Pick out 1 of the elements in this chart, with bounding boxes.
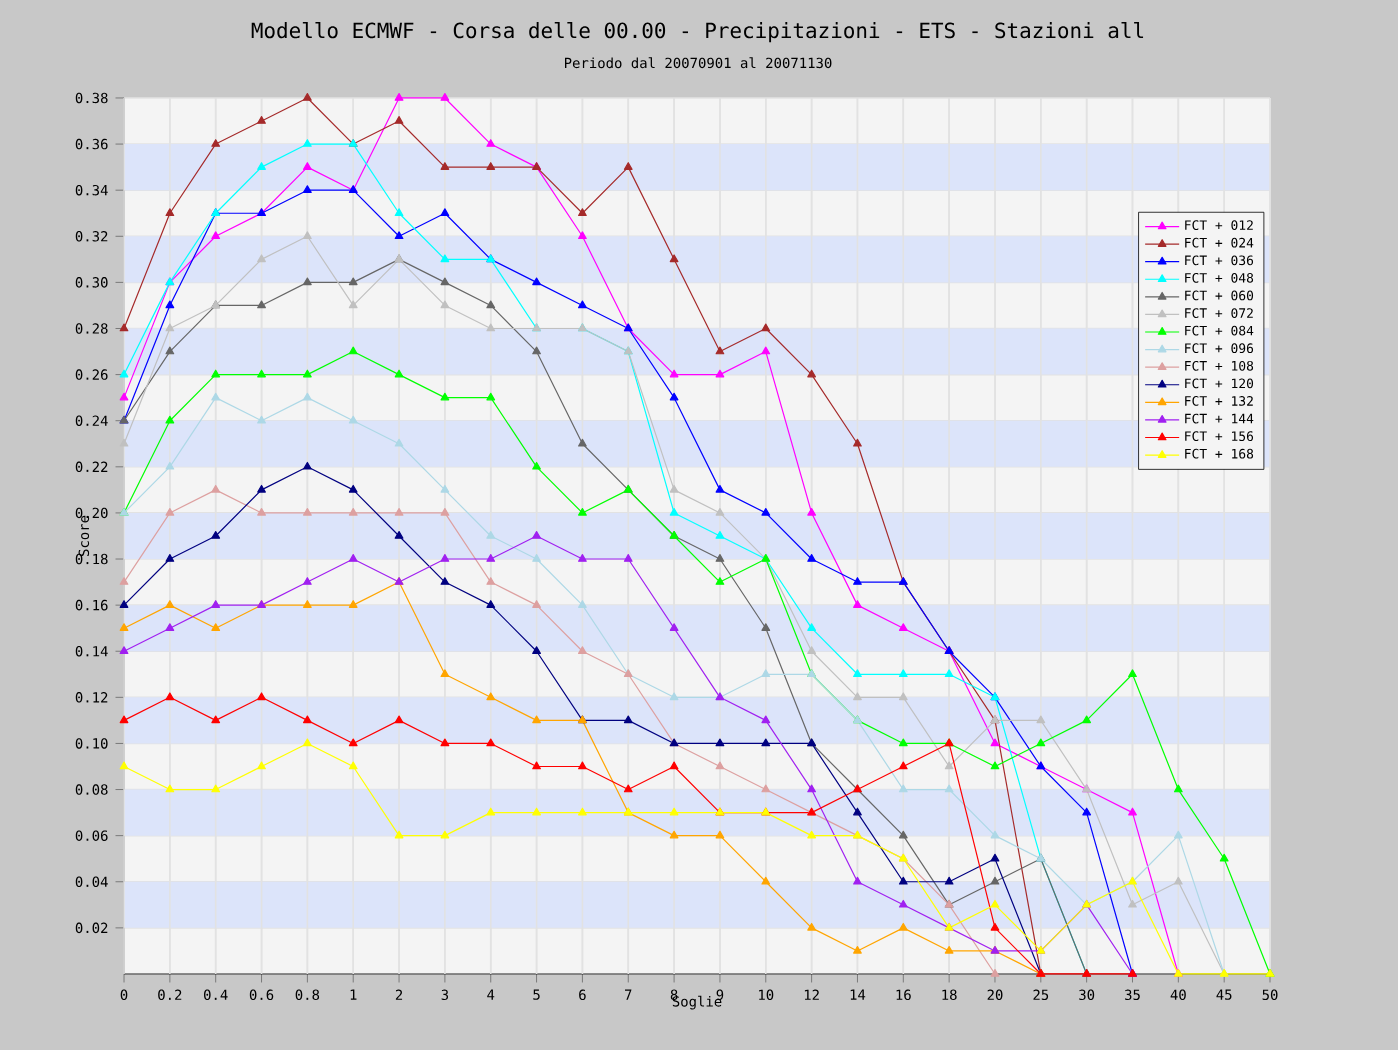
- chart-title: Modello ECMWF - Corsa delle 00.00 - Precipitazioni - ETS - Stazioni all: [251, 21, 1144, 43]
